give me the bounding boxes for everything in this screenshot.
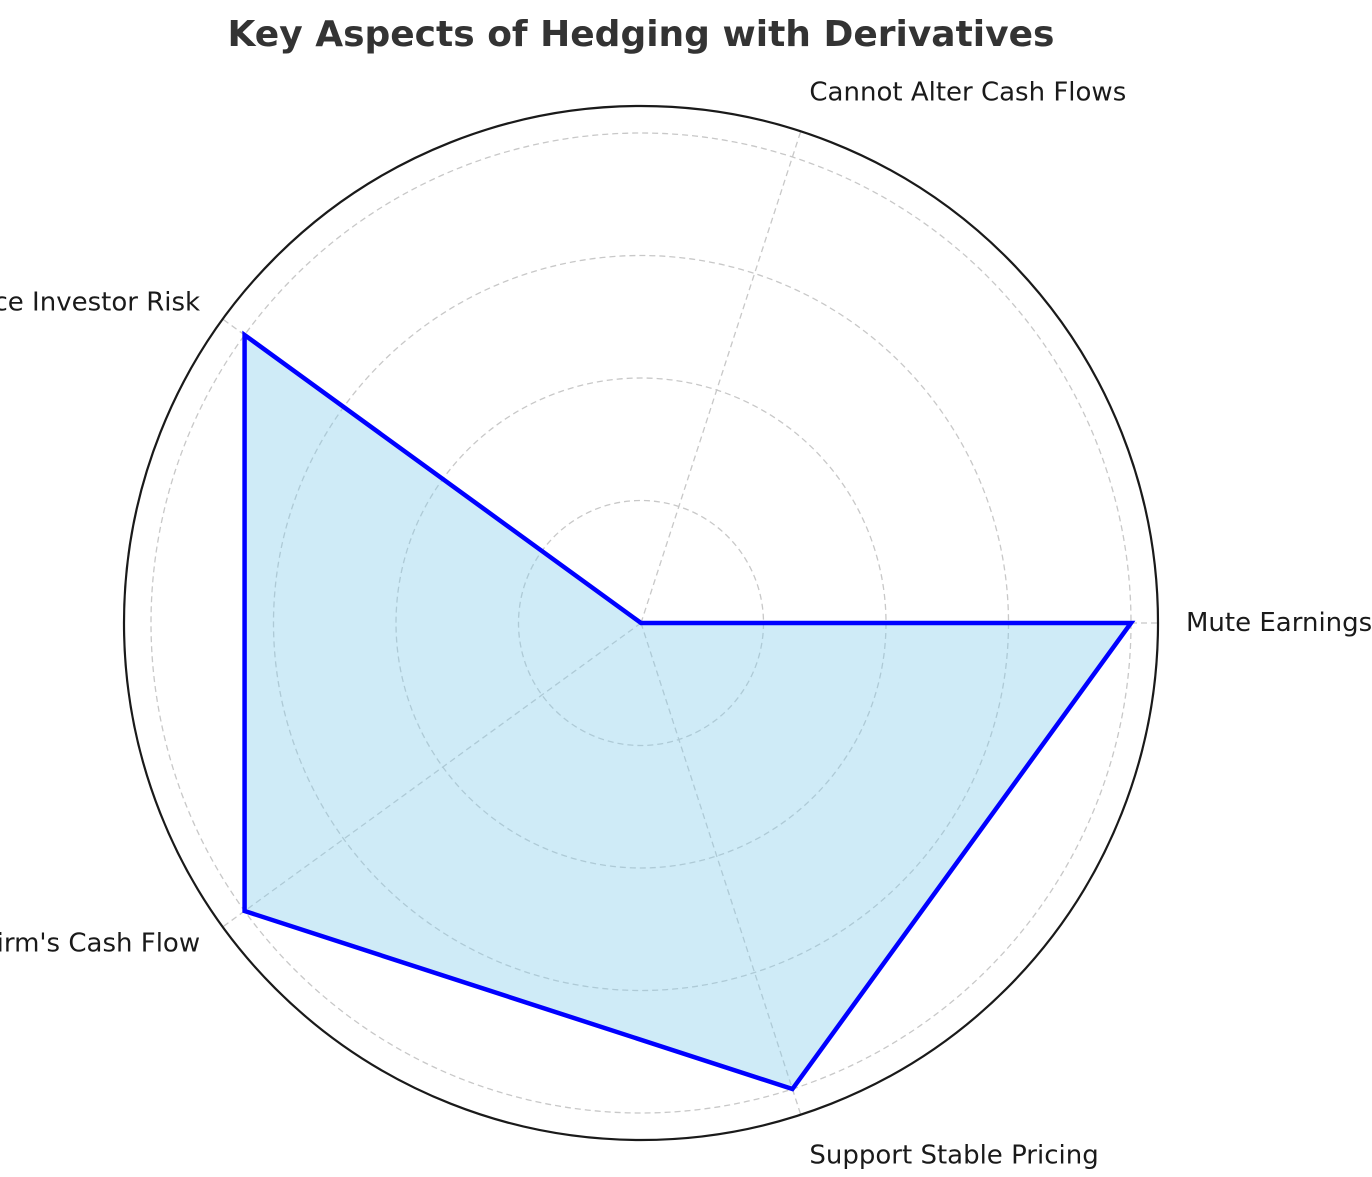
series-line-1 [242,330,1136,1092]
category-label-5: Support Stable Pricing [809,1140,1098,1170]
label-layer: Mute Earnings Volatility Cannot Alter Cas… [0,78,1372,1171]
category-label-4: Increase Firm's Cash Flow [0,928,200,958]
series-area-1 [244,334,1131,1090]
category-label-1: Mute Earnings Volatility [1186,608,1372,638]
spoke-gridline-2 [640,131,802,624]
chart-title: Key Aspects of Hedging with Derivatives [227,14,1055,55]
spoke-gridline-4 [222,622,642,928]
category-label-2: Cannot Alter Cash Flows [809,78,1126,108]
spoke-gridline-5 [640,622,802,1115]
polar-frame [122,104,1160,1142]
category-label-3: Reduce Investor Risk [0,288,200,318]
data-layer [242,330,1136,1092]
